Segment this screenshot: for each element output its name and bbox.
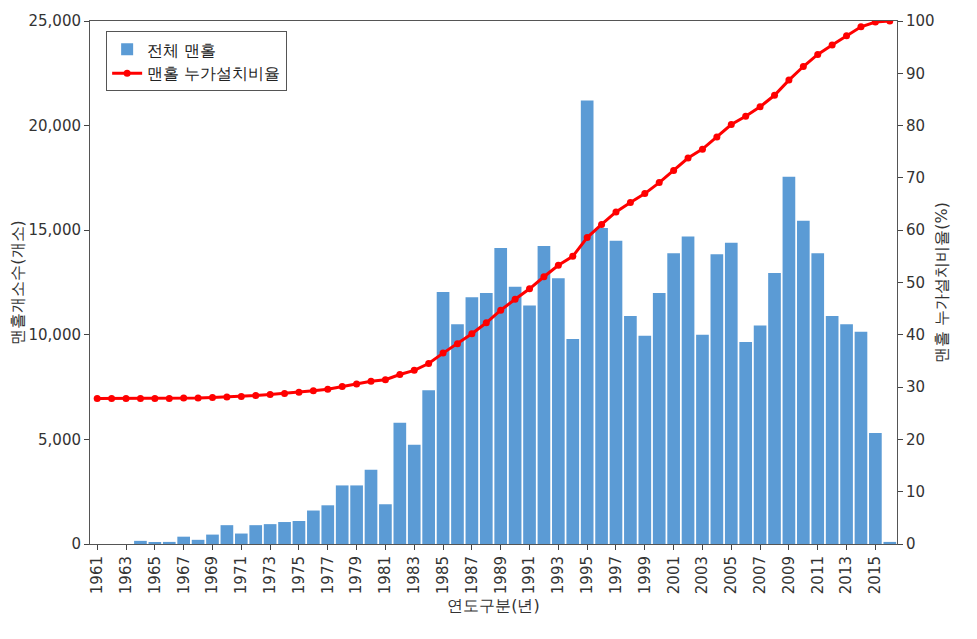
svg-text:2001: 2001 xyxy=(665,556,683,594)
svg-text:맨홀개소수(개소): 맨홀개소수(개소) xyxy=(8,220,27,344)
svg-text:15,000: 15,000 xyxy=(29,221,82,239)
svg-text:2003: 2003 xyxy=(693,556,711,594)
svg-text:60: 60 xyxy=(906,221,925,239)
svg-text:1989: 1989 xyxy=(492,556,510,594)
svg-text:0: 0 xyxy=(906,535,916,553)
svg-text:90: 90 xyxy=(906,65,925,83)
svg-text:30: 30 xyxy=(906,378,925,396)
svg-text:20: 20 xyxy=(906,431,925,449)
svg-text:1995: 1995 xyxy=(578,556,596,594)
svg-text:70: 70 xyxy=(906,169,925,187)
svg-text:1961: 1961 xyxy=(88,556,106,594)
svg-text:1997: 1997 xyxy=(607,556,625,594)
svg-text:1965: 1965 xyxy=(146,556,164,594)
svg-text:2015: 2015 xyxy=(866,556,884,594)
svg-text:10: 10 xyxy=(906,483,925,501)
svg-text:1971: 1971 xyxy=(232,556,250,594)
svg-text:1985: 1985 xyxy=(434,556,452,594)
svg-text:2011: 2011 xyxy=(809,556,827,594)
svg-text:0: 0 xyxy=(71,535,81,553)
svg-text:1969: 1969 xyxy=(203,556,221,594)
svg-text:1977: 1977 xyxy=(319,556,337,594)
svg-text:맨홀 누가설치비율: 맨홀 누가설치비율 xyxy=(147,64,280,83)
svg-text:2009: 2009 xyxy=(780,556,798,594)
svg-text:1963: 1963 xyxy=(117,556,135,594)
svg-text:1981: 1981 xyxy=(376,556,394,594)
svg-text:40: 40 xyxy=(906,326,925,344)
svg-text:1975: 1975 xyxy=(290,556,308,594)
svg-text:2005: 2005 xyxy=(722,556,740,594)
svg-text:1987: 1987 xyxy=(463,556,481,594)
svg-text:2007: 2007 xyxy=(751,556,769,594)
svg-text:2013: 2013 xyxy=(837,556,855,594)
svg-text:1979: 1979 xyxy=(347,556,365,594)
svg-text:연도구분(년): 연도구분(년) xyxy=(447,596,539,615)
svg-text:1983: 1983 xyxy=(405,556,423,594)
svg-text:1991: 1991 xyxy=(520,556,538,594)
svg-text:50: 50 xyxy=(906,274,925,292)
svg-text:1999: 1999 xyxy=(636,556,654,594)
svg-text:맨홀 누가설치비율(%): 맨홀 누가설치비율(%) xyxy=(932,202,951,363)
svg-text:1967: 1967 xyxy=(175,556,193,594)
svg-text:전체 맨홀: 전체 맨홀 xyxy=(147,41,216,60)
svg-text:100: 100 xyxy=(906,12,935,30)
svg-text:5,000: 5,000 xyxy=(38,431,81,449)
svg-text:1993: 1993 xyxy=(549,556,567,594)
svg-text:10,000: 10,000 xyxy=(29,326,82,344)
svg-text:20,000: 20,000 xyxy=(29,117,82,135)
svg-text:1973: 1973 xyxy=(261,556,279,594)
svg-text:80: 80 xyxy=(906,117,925,135)
svg-text:25,000: 25,000 xyxy=(29,12,82,30)
